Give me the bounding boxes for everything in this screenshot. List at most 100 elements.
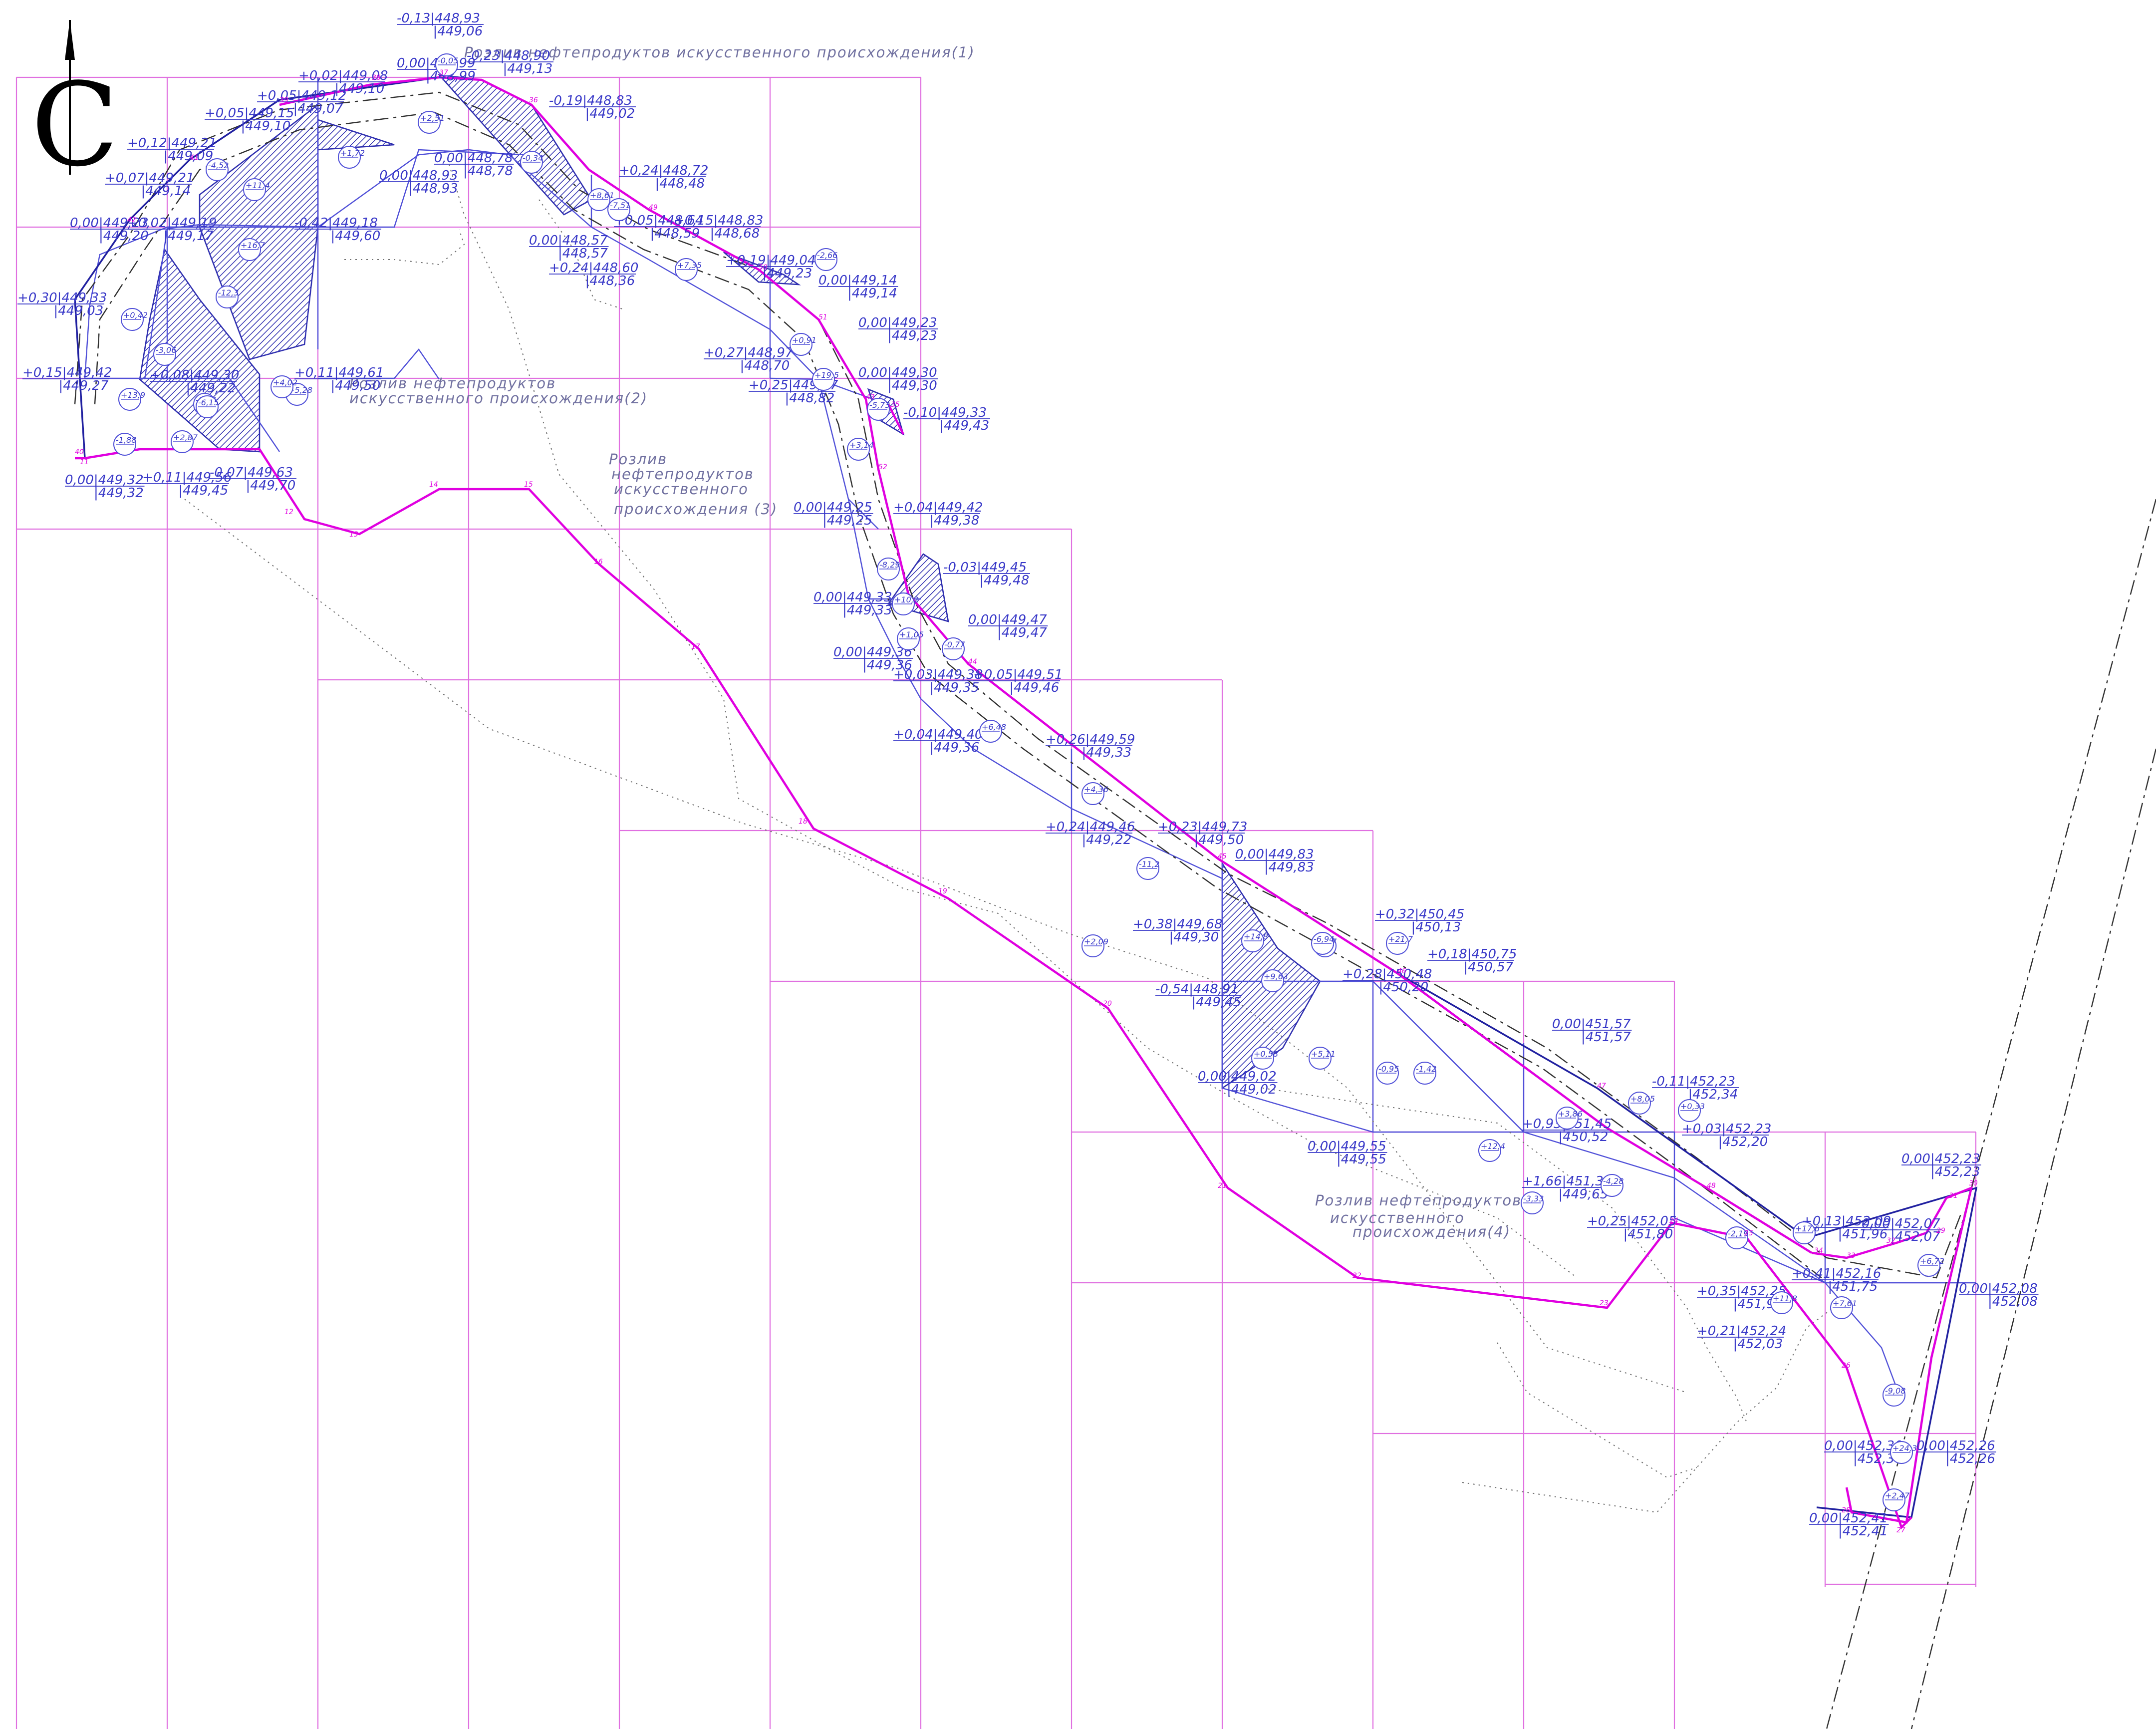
volume-cell: +2,87	[171, 430, 198, 453]
mark-top: +0,07|449,21	[105, 171, 194, 186]
spill-3-title-line3: искусственного	[614, 481, 749, 498]
elevation-mark: +1,66|451,31|449,65	[1522, 1174, 1612, 1202]
survey-point-number: 21	[1218, 1182, 1227, 1190]
elevation-mark: +0,25|452,05|451,80	[1587, 1214, 1676, 1242]
mark-bottom: |449,23	[763, 266, 812, 281]
survey-point-number: 22	[1352, 1272, 1361, 1280]
volume-value: -6,94	[1314, 934, 1334, 944]
mark-top: 0,00|451,57	[1552, 1017, 1631, 1032]
mark-bottom: |449,30	[1169, 930, 1219, 945]
mark-bottom: |448,68	[710, 226, 760, 241]
volume-cell: +6,72	[1917, 1254, 1944, 1277]
survey-point-number: 30	[1969, 1179, 1978, 1187]
volume-cell: +9,63	[1261, 969, 1288, 992]
mark-top: 0,00|449,83	[1235, 847, 1314, 862]
mark-bottom: |452,34	[1688, 1087, 1738, 1102]
mark-bottom: |449,33	[1082, 745, 1132, 760]
mark-top: -0,54|448,91	[1155, 982, 1239, 997]
volume-cell: +11,8	[1770, 1291, 1797, 1314]
mark-bottom: |451,80	[1623, 1227, 1673, 1242]
mark-top: -0,11|452,23	[1652, 1074, 1735, 1089]
volume-value: +4,36	[1084, 785, 1108, 794]
mark-bottom: |450,52	[1559, 1130, 1609, 1145]
mark-bottom: |451,75	[1828, 1279, 1878, 1294]
volume-cell: -4,52	[206, 158, 229, 181]
elevation-mark: 0,00|448,93|448,93	[379, 168, 459, 196]
elevation-mark: +0,18|450,75|450,57	[1427, 947, 1517, 975]
survey-point-number: 42	[127, 216, 136, 224]
elevation-mark: 0,00|448,78|448,78	[434, 151, 514, 179]
spill-3-title-line4: происхождения (3)	[614, 501, 778, 518]
elevation-mark: +0,04|449,42|449,38	[893, 500, 983, 528]
volume-cell: -0,77	[942, 637, 965, 660]
volume-value: +0,33	[1680, 1102, 1705, 1111]
mark-bottom: |449,32	[94, 486, 144, 501]
volume-value: -0,77	[944, 640, 965, 649]
volume-cell: -0,34	[520, 151, 543, 174]
mark-bottom: |448,59	[650, 226, 700, 241]
elevation-mark: +0,24|448,72|448,48	[619, 163, 708, 191]
volume-cell: +0,33	[1678, 1099, 1705, 1122]
volume-value: +2,47	[1885, 1491, 1910, 1500]
survey-point-number: 38	[372, 74, 381, 82]
elevation-mark: -0,10|449,33|449,43	[903, 405, 990, 433]
survey-point-number: 44	[968, 658, 977, 666]
volume-value: +2,87	[173, 433, 198, 442]
volume-cell: +6,48	[979, 720, 1006, 743]
mark-top: +0,24|448,60	[549, 261, 638, 276]
volume-value: -0,95	[1378, 1064, 1399, 1074]
volume-cell: -9,08	[1883, 1384, 1905, 1407]
survey-point-number: 28	[1842, 1506, 1851, 1514]
survey-point-number: 32	[1886, 1237, 1895, 1245]
elevation-mark: +0,05|449,15|449,10	[205, 106, 294, 134]
volume-cell: -11,2	[1136, 857, 1159, 880]
elevation-mark: 0,00|449,55|449,55	[1308, 1139, 1387, 1167]
mark-bottom: |449,14	[141, 184, 191, 199]
elevation-mark: 0,00|449,32|449,32	[65, 473, 145, 501]
mark-bottom: |449,45	[179, 483, 229, 498]
mark-bottom: |449,10	[241, 119, 291, 134]
dotted-boundaries	[184, 164, 1847, 1513]
survey-point-number: 16	[594, 558, 603, 566]
mark-top: -0,10|449,33	[903, 405, 987, 420]
mark-bottom: |449,43	[940, 418, 990, 433]
mark-bottom: |449,70	[246, 478, 296, 493]
mark-bottom: |452,03	[1733, 1337, 1783, 1352]
mark-top: 0,00|452,07	[1862, 1216, 1940, 1231]
volume-cell: -8,29	[877, 558, 900, 580]
survey-point-number: 15	[524, 481, 533, 489]
mark-top: +0,02|449,08	[298, 68, 388, 83]
volume-value: +0,58	[1254, 1049, 1278, 1059]
survey-point-number: 12	[284, 508, 293, 516]
volume-value: -3,33	[1523, 1194, 1544, 1203]
mark-bottom: |449,23	[887, 328, 937, 343]
volume-cell: +13,9	[118, 388, 145, 411]
mark-top: 0,00|452,23	[1901, 1152, 1980, 1166]
survey-point-number: 49	[649, 204, 658, 212]
mark-bottom: |449,06	[433, 24, 483, 39]
volume-value: -0,34	[523, 153, 543, 163]
volume-value: -5,73	[869, 400, 890, 410]
survey-point-number: 46	[1397, 967, 1406, 975]
elevation-mark: 0,00|449,47|449,47	[968, 612, 1048, 640]
elevation-mark: +0,24|449,46|449,22	[1046, 820, 1135, 848]
elevation-mark: +0,41|452,16|451,75	[1792, 1266, 1881, 1294]
mark-top: +0,25|452,05	[1587, 1214, 1676, 1229]
volume-cell: +0,91	[790, 333, 816, 356]
volume-cell: +2,09	[1081, 934, 1108, 957]
volume-value: +8,61	[590, 191, 614, 200]
elevation-mark: +0,15|448,83|448,68	[674, 213, 763, 241]
mark-top: +0,41|452,16	[1792, 1266, 1881, 1281]
mark-top: 0,00|449,36	[833, 645, 912, 660]
north-arrow: C	[31, 20, 119, 192]
mark-top: -0,07|449,63	[210, 465, 293, 480]
volume-cell: +7,35	[675, 258, 702, 281]
mark-bottom: |449,48	[980, 573, 1030, 588]
survey-point-number: 52	[878, 463, 887, 471]
mark-bottom: |451,57	[1581, 1030, 1631, 1045]
volume-cell: +5,11	[1309, 1047, 1336, 1070]
volume-value: -4,28	[1603, 1176, 1623, 1186]
mark-bottom: |452,41	[1838, 1524, 1888, 1539]
survey-point-number: 24	[1669, 1217, 1678, 1225]
